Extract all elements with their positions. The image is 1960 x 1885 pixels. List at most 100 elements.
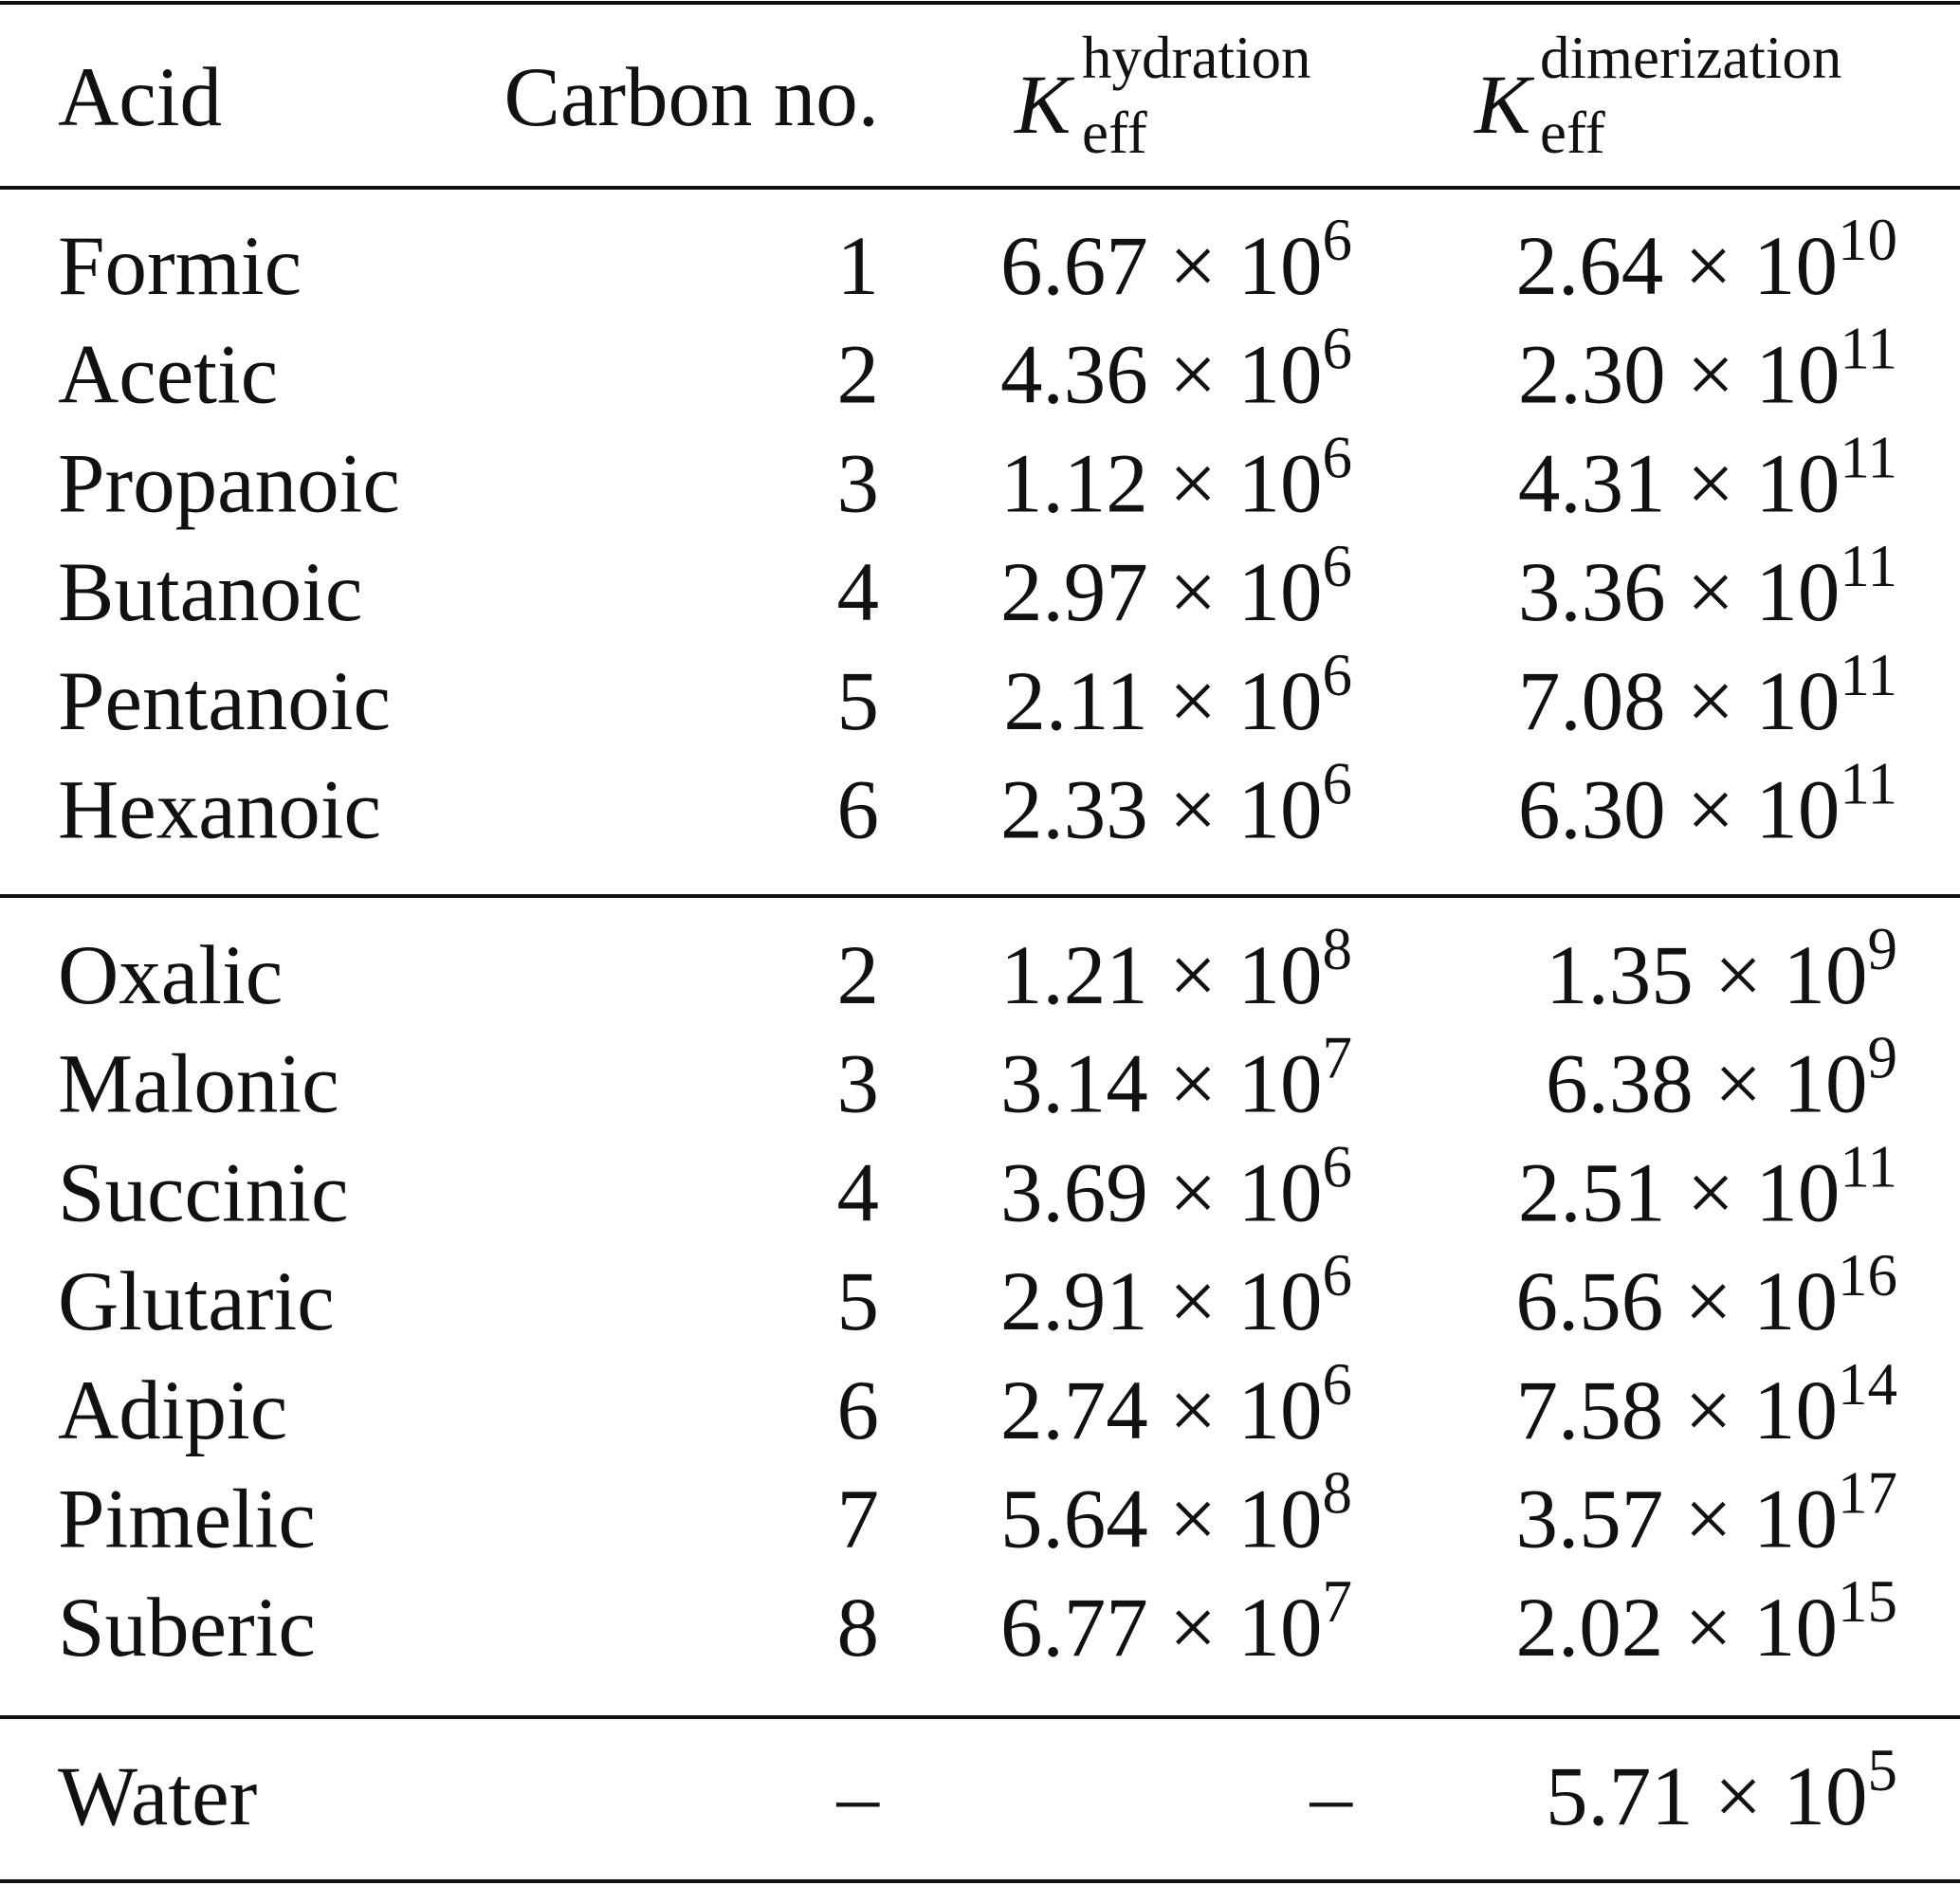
exponent: 6 [1323,207,1353,273]
value-cell: 2.11 × 106 [1003,642,1352,748]
value-cell: 2.97 × 106 [1000,533,1352,639]
mantissa: 1.21 × 10 [1000,929,1322,1022]
exponent: 6 [1323,1133,1353,1199]
mantissa: 4.31 × 10 [1518,437,1840,530]
exponent: 8 [1323,916,1353,982]
value-cell: 1.21 × 108 [1000,916,1352,1022]
exponent: 8 [1323,1460,1353,1527]
exponent: 6 [1323,1242,1353,1309]
exponent: 10 [1838,207,1897,273]
cell: – [836,1750,881,1843]
value-cell: 6.77 × 107 [1000,1568,1352,1675]
mantissa: 2.64 × 10 [1516,220,1838,313]
mantissa: 4.36 × 10 [1000,329,1322,422]
header-subscript: eff [1082,100,1147,166]
cell: 5 [837,655,880,748]
header-symbol: K [1473,59,1535,152]
mantissa: 1.12 × 10 [1000,437,1322,530]
exponent: 11 [1840,533,1897,599]
exponent: 17 [1838,1460,1897,1527]
acid-name: Pentanoic [58,655,391,748]
value-cell: 6.30 × 1011 [1518,751,1897,857]
mantissa: 1.35 × 10 [1546,929,1867,1022]
cell: 8 [837,1582,880,1675]
cell: 6 [837,764,880,857]
mantissa: 6.67 × 10 [1000,220,1322,313]
mantissa: 2.51 × 10 [1518,1146,1840,1239]
mantissa: 6.77 × 10 [1000,1582,1322,1675]
exponent: 6 [1323,751,1353,817]
value-cell: 7.08 × 1011 [1518,642,1897,748]
cell: 5 [837,1255,880,1348]
value-cell: 1.35 × 109 [1546,916,1897,1022]
mantissa: 3.57 × 10 [1516,1473,1838,1566]
cell: 2 [837,929,880,1022]
cell: 2 [837,329,880,422]
value-cell: 6.56 × 1016 [1516,1242,1897,1348]
header-subscript: eff [1540,100,1605,166]
header-cell: Acid [58,51,222,144]
value-cell: 2.51 × 1011 [1518,1133,1897,1239]
exponent: 5 [1868,1737,1898,1803]
exponent: 6 [1323,642,1353,708]
mantissa: 3.14 × 10 [1000,1038,1322,1131]
exponent: 16 [1838,1242,1897,1309]
acid-name: Succinic [58,1146,348,1239]
header-superscript: dimerization [1540,25,1841,91]
value-cell: 3.57 × 1017 [1516,1460,1897,1566]
exponent: 7 [1323,1025,1353,1091]
mantissa: 7.08 × 10 [1518,655,1840,748]
mantissa: 2.74 × 10 [1000,1364,1322,1457]
mantissa: 2.30 × 10 [1518,329,1840,422]
value-cell: 4.36 × 106 [1000,316,1352,422]
exponent: 11 [1840,751,1897,817]
mantissa: 5.71 × 10 [1546,1750,1867,1843]
exponent: 11 [1840,424,1897,490]
exponent: 9 [1868,1025,1898,1091]
value-cell: 2.30 × 1011 [1518,316,1897,422]
exponent: 11 [1840,642,1897,708]
cell: 4 [837,546,880,639]
value-cell: 3.69 × 106 [1000,1133,1352,1239]
value-cell: 6.67 × 106 [1000,207,1352,313]
acid-name: Butanoic [58,546,362,639]
cell: 1 [837,220,880,313]
cell: – [1310,1750,1354,1843]
mantissa: 6.30 × 10 [1518,764,1840,857]
cell: 4 [837,1146,880,1239]
exponent: 6 [1323,533,1353,599]
acid-name: Oxalic [58,929,283,1022]
value-cell: 3.14 × 107 [1000,1025,1352,1131]
value-cell: 2.64 × 1010 [1516,207,1897,313]
acid-name: Formic [58,220,302,313]
acid-name: Acetic [58,329,278,422]
mantissa: 7.58 × 10 [1516,1364,1838,1457]
mantissa: 2.11 × 10 [1003,655,1322,748]
value-cell: 5.64 × 108 [1000,1460,1352,1566]
acid-name: Suberic [58,1582,316,1675]
exponent: 15 [1838,1568,1897,1635]
mantissa: 2.91 × 10 [1000,1255,1322,1348]
exponent: 14 [1838,1351,1897,1418]
acid-name: Propanoic [58,437,400,530]
value-cell: 5.71 × 105 [1546,1737,1897,1843]
header-cell: Carbon no. [504,51,879,144]
exponent: 7 [1323,1568,1353,1635]
cell: 7 [837,1473,880,1566]
value-cell: 2.74 × 106 [1000,1351,1352,1457]
exponent: 6 [1323,1351,1353,1418]
value-cell: 2.02 × 1015 [1516,1568,1897,1675]
exponent: 6 [1323,424,1353,490]
cell: 3 [837,437,880,530]
mantissa: 2.02 × 10 [1516,1582,1838,1675]
mantissa: 6.38 × 10 [1546,1038,1867,1131]
acid-name: Water [58,1750,257,1843]
acid-name: Pimelic [58,1473,316,1566]
cell: 3 [837,1038,880,1131]
mantissa: 3.36 × 10 [1518,546,1840,639]
acid-name: Hexanoic [58,764,381,857]
value-cell: 1.12 × 106 [1000,424,1352,530]
header-symbol: K [1013,59,1075,152]
mantissa: 2.33 × 10 [1000,764,1322,857]
